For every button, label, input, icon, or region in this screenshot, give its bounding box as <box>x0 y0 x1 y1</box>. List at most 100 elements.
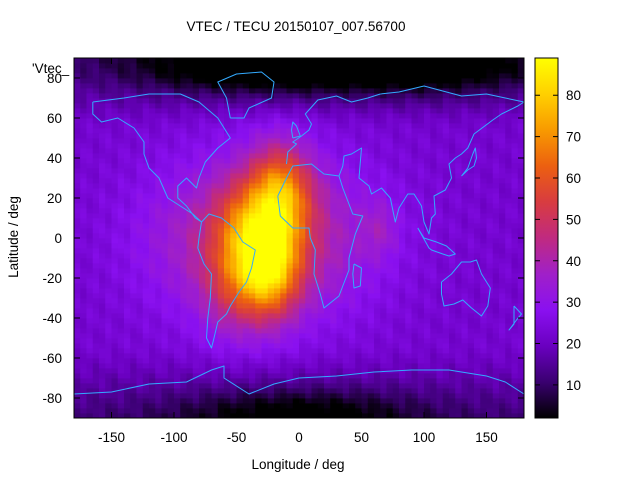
heatmap-cell <box>111 293 119 299</box>
heatmap-cell <box>255 98 262 104</box>
heatmap-cell <box>474 373 481 379</box>
heatmap-cell <box>74 343 81 349</box>
heatmap-cell <box>342 213 350 219</box>
heatmap-cell <box>411 113 419 119</box>
heatmap-cell <box>461 368 469 374</box>
heatmap-cell <box>261 68 269 74</box>
heatmap-cell <box>380 178 387 184</box>
heatmap-cell <box>242 183 250 189</box>
heatmap-cell <box>217 203 225 209</box>
heatmap-cell <box>305 373 312 379</box>
heatmap-cell <box>242 238 250 244</box>
heatmap-cell <box>374 323 381 329</box>
heatmap-cell <box>242 173 250 179</box>
heatmap-cell <box>411 393 419 399</box>
heatmap-cell <box>149 373 156 379</box>
heatmap-cell <box>486 103 494 109</box>
heatmap-cell <box>99 163 106 169</box>
heatmap-cell <box>392 63 400 69</box>
heatmap-cell <box>455 243 462 249</box>
heatmap-cell <box>411 268 419 274</box>
heatmap-cell <box>342 368 350 374</box>
heatmap-cell <box>286 133 294 139</box>
heatmap-cell <box>286 228 294 234</box>
heatmap-cell <box>411 203 419 209</box>
heatmap-cell <box>417 178 425 184</box>
heatmap-cell <box>386 178 394 184</box>
heatmap-cell <box>342 388 350 394</box>
heatmap-cell <box>411 223 419 229</box>
heatmap-cell <box>92 173 100 179</box>
heatmap-cell <box>374 98 381 104</box>
heatmap-cell <box>280 283 287 289</box>
heatmap-cell <box>224 68 231 74</box>
heatmap-cell <box>317 273 325 279</box>
heatmap-cell <box>411 303 419 309</box>
heatmap-cell <box>330 58 337 64</box>
heatmap-cell <box>167 313 175 319</box>
heatmap-cell <box>311 63 319 69</box>
heatmap-cell <box>492 338 500 344</box>
heatmap-cell <box>267 63 275 69</box>
heatmap-cell <box>261 293 269 299</box>
heatmap-cell <box>199 63 206 69</box>
heatmap-cell <box>249 258 256 264</box>
heatmap-cell <box>424 178 431 184</box>
heatmap-cell <box>255 118 262 124</box>
heatmap-cell <box>186 153 194 159</box>
heatmap-cell <box>230 168 237 174</box>
heatmap-cell <box>92 68 100 74</box>
heatmap-cell <box>80 288 87 294</box>
heatmap-cell <box>324 63 331 69</box>
heatmap-cell <box>267 83 275 89</box>
heatmap-cell <box>242 88 250 94</box>
heatmap-cell <box>342 363 350 369</box>
heatmap-cell <box>480 188 487 194</box>
heatmap-cell <box>486 328 494 334</box>
heatmap-cell <box>311 178 319 184</box>
heatmap-cell <box>324 368 331 374</box>
heatmap-cell <box>142 153 150 159</box>
heatmap-cell <box>99 208 106 214</box>
heatmap-cell <box>224 153 231 159</box>
heatmap-cell <box>199 243 206 249</box>
heatmap-cell <box>286 398 294 404</box>
heatmap-cell <box>174 333 181 339</box>
heatmap-cell <box>330 68 337 74</box>
heatmap-cell <box>117 133 125 139</box>
heatmap-cell <box>411 348 419 354</box>
heatmap-cell <box>449 178 456 184</box>
heatmap-cell <box>467 108 475 114</box>
heatmap-cell <box>467 223 475 229</box>
heatmap-cell <box>205 358 212 364</box>
heatmap-cell <box>430 288 437 294</box>
heatmap-cell <box>105 368 112 374</box>
heatmap-cell <box>442 368 450 374</box>
heatmap-cell <box>161 68 169 74</box>
heatmap-cell <box>292 378 300 384</box>
heatmap-cell <box>255 273 262 279</box>
heatmap-cell <box>349 328 356 334</box>
heatmap-cell <box>86 148 94 154</box>
heatmap-cell <box>255 328 262 334</box>
heatmap-cell <box>199 333 206 339</box>
heatmap-cell <box>242 243 250 249</box>
heatmap-cell <box>130 158 137 164</box>
heatmap-cell <box>286 298 294 304</box>
heatmap-cell <box>111 168 119 174</box>
heatmap-cell <box>292 73 300 79</box>
heatmap-cell <box>492 303 500 309</box>
heatmap-cell <box>442 78 450 84</box>
heatmap-cell <box>117 348 125 354</box>
heatmap-cell <box>305 203 312 209</box>
heatmap-cell <box>499 178 506 184</box>
heatmap-cell <box>367 78 375 84</box>
heatmap-cell <box>249 173 256 179</box>
heatmap-cell <box>230 253 237 259</box>
heatmap-cell <box>80 208 87 214</box>
heatmap-cell <box>192 158 200 164</box>
heatmap-cell <box>186 188 194 194</box>
heatmap-cell <box>499 273 506 279</box>
heatmap-cell <box>155 328 162 334</box>
heatmap-cell <box>242 293 250 299</box>
